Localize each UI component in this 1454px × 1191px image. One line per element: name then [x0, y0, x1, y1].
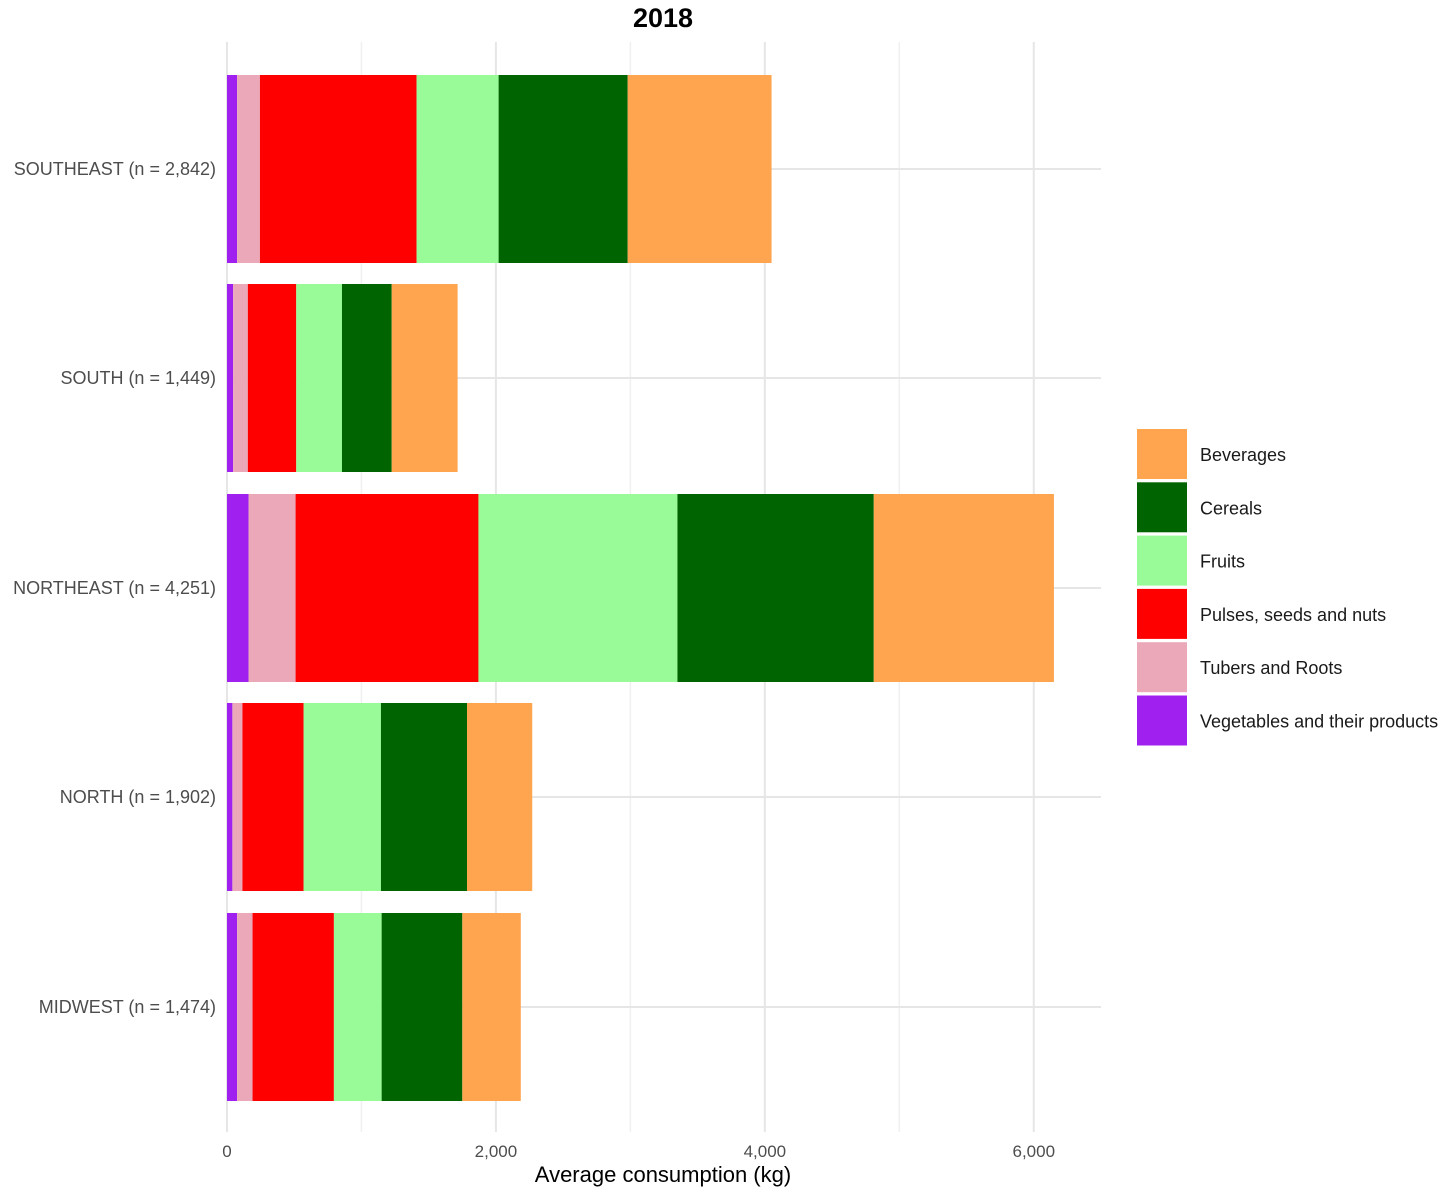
bars	[227, 75, 1054, 1101]
legend-label: Tubers and Roots	[1200, 658, 1342, 678]
bar-segment	[242, 703, 304, 891]
chart-title: 2018	[633, 3, 693, 33]
legend-swatch	[1137, 429, 1187, 479]
legend-swatch	[1137, 695, 1187, 746]
category-label: SOUTH (n = 1,449)	[60, 368, 216, 388]
bar-segment	[296, 284, 342, 472]
bar-segment	[232, 703, 243, 891]
bar-segment	[391, 284, 458, 472]
legend: Beverages Cereals Fruits Pulses, seeds and …	[1137, 429, 1438, 746]
legend-swatch	[1137, 642, 1187, 693]
x-tick-label: 0	[222, 1142, 231, 1161]
bar-segment	[247, 284, 297, 472]
bar-segment	[478, 494, 678, 682]
legend-label: Beverages	[1200, 445, 1286, 465]
legend-swatch	[1137, 588, 1187, 639]
legend-label: Pulses, seeds and nuts	[1200, 605, 1386, 625]
bar-segment	[333, 913, 382, 1101]
bar-segment	[227, 913, 238, 1101]
bar-segment	[227, 703, 233, 891]
x-axis-title: Average consumption (kg)	[535, 1162, 791, 1187]
bar-segment	[462, 913, 521, 1101]
bar-segment	[227, 494, 249, 682]
legend-swatch	[1137, 535, 1187, 586]
category-label: MIDWEST (n = 1,474)	[39, 997, 216, 1017]
bar-segment	[295, 494, 479, 682]
bar-segment	[303, 703, 381, 891]
legend-swatch	[1137, 482, 1187, 533]
bar-segment	[627, 75, 772, 263]
bar-segment	[237, 75, 260, 263]
bar-segment	[416, 75, 499, 263]
bar-segment	[233, 284, 248, 472]
x-tick-label: 4,000	[744, 1142, 787, 1161]
x-tick-label: 2,000	[475, 1142, 518, 1161]
bar-segment	[498, 75, 628, 263]
bar-segment	[237, 913, 253, 1101]
x-tick-label: 6,000	[1012, 1142, 1055, 1161]
bar-segment	[227, 284, 234, 472]
bar-segment	[248, 494, 296, 682]
category-label: NORTH (n = 1,902)	[60, 787, 216, 807]
legend-label: Fruits	[1200, 552, 1245, 572]
category-label: SOUTHEAST (n = 2,842)	[14, 159, 216, 179]
bar-segment	[259, 75, 417, 263]
category-label: NORTHEAST (n = 4,251)	[13, 578, 216, 598]
bar-segment	[381, 913, 463, 1101]
bar-segment	[873, 494, 1054, 682]
bar-segment	[341, 284, 392, 472]
legend-label: Vegetables and their products	[1200, 712, 1438, 732]
bar-segment	[677, 494, 874, 682]
bar-segment	[380, 703, 468, 891]
category-axis-labels: SOUTHEAST (n = 2,842) SOUTH (n = 1,449) NO…	[13, 159, 216, 1017]
bar-segment	[252, 913, 334, 1101]
x-axis-tick-labels: 0 2,000 4,000 6,000	[222, 1142, 1055, 1161]
bar-segment	[467, 703, 533, 891]
legend-label: Cereals	[1200, 498, 1262, 518]
bar-segment	[227, 75, 238, 263]
